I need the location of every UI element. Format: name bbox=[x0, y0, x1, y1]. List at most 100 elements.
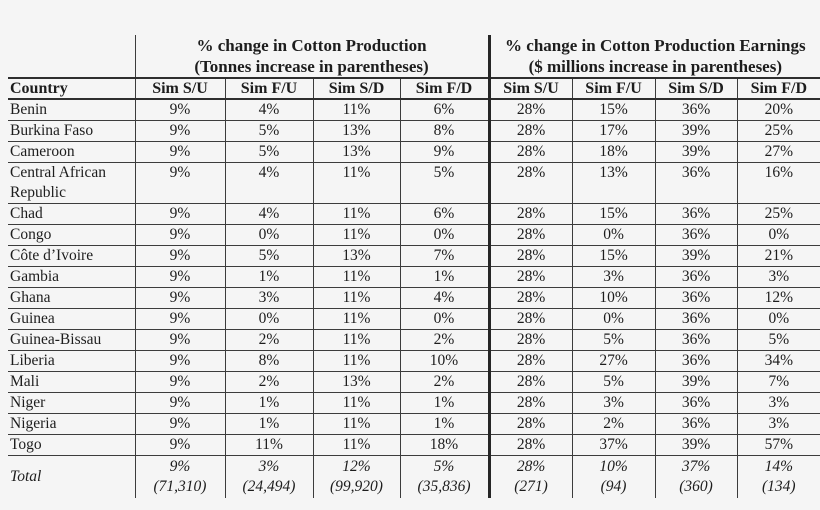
group-header-earnings-line1: % change in Cotton Production Earnings bbox=[505, 36, 806, 55]
country-row: Cameroon 9% 5% 13% 9% 28% 18% 39% 27% bbox=[8, 141, 820, 163]
value-cell: 7% bbox=[736, 371, 820, 393]
total-amount: (271) bbox=[514, 478, 548, 495]
total-percent: 5% bbox=[433, 458, 455, 475]
value-cell: 9% bbox=[134, 162, 225, 204]
country-row: Niger 9% 1% 11% 1% 28% 3% 36% 3% bbox=[8, 392, 820, 414]
total-amount: (94) bbox=[600, 478, 627, 495]
value-cell: 8% bbox=[399, 120, 490, 142]
value-cell: 0% bbox=[399, 308, 490, 330]
value-cell: 9% bbox=[134, 120, 225, 142]
country-name: Congo bbox=[8, 224, 135, 246]
value-cell: 1% bbox=[399, 413, 490, 435]
value-cell: 15% bbox=[571, 203, 656, 225]
total-percent: 37% bbox=[681, 458, 711, 475]
value-cell: 11% bbox=[312, 203, 400, 225]
country-name: Ghana bbox=[8, 287, 135, 309]
country-row: Congo 9% 0% 11% 0% 28% 0% 36% 0% bbox=[8, 224, 820, 246]
value-cell: 3% bbox=[224, 287, 313, 309]
country-row: Côte d’Ivoire 9% 5% 13% 7% 28% 15% 39% 21% bbox=[8, 245, 820, 267]
value-cell: 15% bbox=[571, 99, 656, 121]
total-row: Total 9% (71,310) 3% (24,494) 12% (99,920) 5% (3… bbox=[8, 455, 820, 498]
country-name: Togo bbox=[8, 434, 135, 456]
total-amount: (360) bbox=[679, 478, 713, 495]
value-cell: 18% bbox=[571, 141, 656, 163]
value-cell: 36% bbox=[654, 350, 738, 372]
value-cell: 9% bbox=[134, 245, 225, 267]
value-cell: 1% bbox=[224, 392, 313, 414]
value-cell: 25% bbox=[736, 203, 820, 225]
value-cell: 20% bbox=[736, 99, 820, 121]
corner-cell bbox=[8, 35, 135, 79]
value-cell: 9% bbox=[134, 434, 225, 456]
value-cell: 36% bbox=[654, 287, 738, 309]
value-cell: 28% bbox=[487, 392, 573, 414]
value-cell: 11% bbox=[312, 162, 400, 204]
total-percent: 9% bbox=[169, 458, 191, 475]
value-cell: 0% bbox=[736, 224, 820, 246]
value-cell: 9% bbox=[399, 141, 490, 163]
value-cell: 11% bbox=[312, 434, 400, 456]
value-cell: 16% bbox=[736, 162, 820, 204]
country-row: Liberia 9% 8% 11% 10% 28% 27% 36% 34% bbox=[8, 350, 820, 372]
value-cell: 5% bbox=[224, 120, 313, 142]
country-name: Central African Republic bbox=[8, 162, 135, 204]
total-percent: 14% bbox=[764, 458, 793, 475]
page: % change in Cotton Production (Tonnes in… bbox=[8, 35, 820, 498]
value-cell: 5% bbox=[571, 371, 656, 393]
country-row: Guinea 9% 0% 11% 0% 28% 0% 36% 0% bbox=[8, 308, 820, 330]
value-cell: 11% bbox=[224, 434, 313, 456]
value-cell: 28% bbox=[487, 120, 573, 142]
value-cell: 36% bbox=[654, 392, 738, 414]
value-cell: 36% bbox=[654, 224, 738, 246]
total-cell: 9% (71,310) bbox=[134, 455, 225, 498]
value-cell: 13% bbox=[312, 245, 400, 267]
value-cell: 25% bbox=[736, 120, 820, 142]
value-cell: 5% bbox=[224, 141, 313, 163]
value-cell: 27% bbox=[736, 141, 820, 163]
value-cell: 0% bbox=[224, 308, 313, 330]
value-cell: 34% bbox=[736, 350, 820, 372]
value-cell: 1% bbox=[224, 266, 313, 288]
total-cell: 10% (94) bbox=[571, 455, 656, 498]
value-cell: 3% bbox=[736, 392, 820, 414]
column-header-earn-sim-fu: Sim F/U bbox=[571, 78, 656, 100]
value-cell: 13% bbox=[312, 141, 400, 163]
group-header-row: % change in Cotton Production (Tonnes in… bbox=[8, 35, 820, 79]
value-cell: 5% bbox=[571, 329, 656, 351]
value-cell: 39% bbox=[654, 141, 738, 163]
value-cell: 39% bbox=[654, 434, 738, 456]
value-cell: 9% bbox=[134, 203, 225, 225]
value-cell: 9% bbox=[134, 266, 225, 288]
value-cell: 0% bbox=[571, 224, 656, 246]
value-cell: 3% bbox=[571, 266, 656, 288]
value-cell: 28% bbox=[487, 350, 573, 372]
value-cell: 36% bbox=[654, 203, 738, 225]
cotton-table: % change in Cotton Production (Tonnes in… bbox=[8, 35, 820, 498]
value-cell: 28% bbox=[487, 371, 573, 393]
value-cell: 6% bbox=[399, 203, 490, 225]
column-header-prod-sim-fu: Sim F/U bbox=[224, 78, 313, 100]
value-cell: 4% bbox=[399, 287, 490, 309]
total-label: Total bbox=[10, 468, 42, 486]
value-cell: 12% bbox=[736, 287, 820, 309]
value-cell: 28% bbox=[487, 99, 573, 121]
country-row: Mali 9% 2% 13% 2% 28% 5% 39% 7% bbox=[8, 371, 820, 393]
country-row: Chad 9% 4% 11% 6% 28% 15% 36% 25% bbox=[8, 203, 820, 225]
value-cell: 9% bbox=[134, 350, 225, 372]
value-cell: 11% bbox=[312, 413, 400, 435]
country-row: Benin 9% 4% 11% 6% 28% 15% 36% 20% bbox=[8, 99, 820, 121]
table-body: Benin 9% 4% 11% 6% 28% 15% 36% 20% Burkina Faso 9%… bbox=[8, 99, 820, 498]
value-cell: 7% bbox=[399, 245, 490, 267]
value-cell: 36% bbox=[654, 162, 738, 204]
value-cell: 5% bbox=[224, 245, 313, 267]
country-name: Cameroon bbox=[8, 141, 135, 163]
country-row: Nigeria 9% 1% 11% 1% 28% 2% 36% 3% bbox=[8, 413, 820, 435]
country-row: Guinea-Bissau 9% 2% 11% 2% 28% 5% 36% 5% bbox=[8, 329, 820, 351]
total-cell: 3% (24,494) bbox=[224, 455, 313, 498]
country-row: Ghana 9% 3% 11% 4% 28% 10% 36% 12% bbox=[8, 287, 820, 309]
country-name: Chad bbox=[8, 203, 135, 225]
value-cell: 28% bbox=[487, 224, 573, 246]
column-header-prod-sim-su: Sim S/U bbox=[134, 78, 225, 100]
value-cell: 4% bbox=[224, 162, 313, 204]
value-cell: 11% bbox=[312, 266, 400, 288]
